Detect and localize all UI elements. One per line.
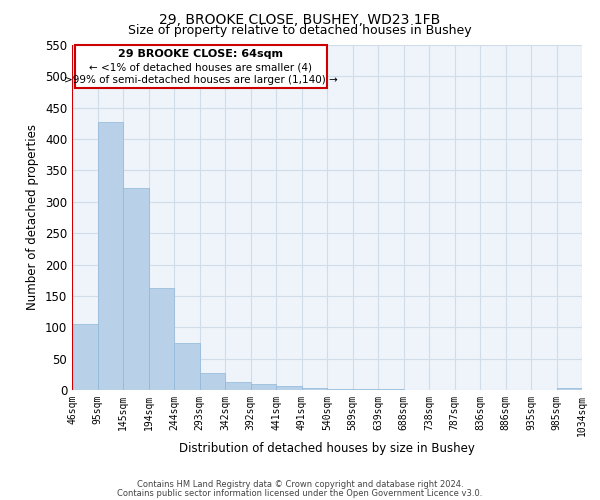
- Bar: [149, 288, 174, 390]
- Bar: [97, 122, 123, 390]
- Bar: [327, 388, 353, 390]
- Bar: [72, 324, 97, 390]
- Text: >99% of semi-detached houses are larger (1,140) →: >99% of semi-detached houses are larger …: [64, 76, 338, 86]
- X-axis label: Distribution of detached houses by size in Bushey: Distribution of detached houses by size …: [179, 442, 475, 454]
- Text: Contains public sector information licensed under the Open Government Licence v3: Contains public sector information licen…: [118, 488, 482, 498]
- Bar: [199, 373, 225, 390]
- Text: ← <1% of detached houses are smaller (4): ← <1% of detached houses are smaller (4): [89, 62, 312, 72]
- Text: Size of property relative to detached houses in Bushey: Size of property relative to detached ho…: [128, 24, 472, 37]
- Text: 29, BROOKE CLOSE, BUSHEY, WD23 1FB: 29, BROOKE CLOSE, BUSHEY, WD23 1FB: [160, 12, 440, 26]
- Y-axis label: Number of detached properties: Number of detached properties: [26, 124, 40, 310]
- Bar: [557, 388, 582, 390]
- Text: 29 BROOKE CLOSE: 64sqm: 29 BROOKE CLOSE: 64sqm: [118, 50, 283, 59]
- Bar: [276, 386, 302, 390]
- Bar: [302, 388, 327, 390]
- Bar: [225, 382, 251, 390]
- Text: Contains HM Land Registry data © Crown copyright and database right 2024.: Contains HM Land Registry data © Crown c…: [137, 480, 463, 489]
- FancyBboxPatch shape: [74, 45, 327, 88]
- Bar: [174, 343, 199, 390]
- Bar: [123, 188, 149, 390]
- Bar: [251, 384, 276, 390]
